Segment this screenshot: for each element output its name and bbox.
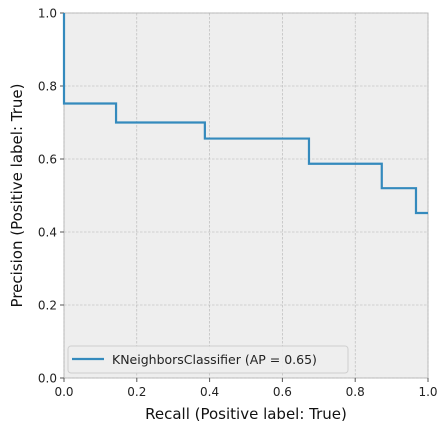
x-axis-label: Recall (Positive label: True) <box>145 405 347 423</box>
y-axis-label: Precision (Positive label: True) <box>8 84 26 308</box>
y-tick-label: 1.0 <box>38 7 57 21</box>
x-tick-label: 0.0 <box>54 385 73 399</box>
series-line-knn <box>62 13 428 215</box>
y-tick-label: 0.0 <box>38 372 57 386</box>
legend-box <box>67 345 349 374</box>
x-tick-label: 0.4 <box>200 385 219 399</box>
y-tick-label: 0.2 <box>38 299 57 313</box>
series-lines <box>62 13 428 215</box>
x-tick-label: 0.2 <box>127 385 146 399</box>
x-tick-label: 0.8 <box>346 385 365 399</box>
legend: KNeighborsClassifier (AP = 0.65) <box>67 345 349 374</box>
grid-lines <box>63 12 429 379</box>
axis-ticks: 0.0 0.2 0.4 0.6 0.8 1.0 0.0 0.2 0.4 0.6 0.8 1.0 <box>38 7 438 400</box>
y-tick-label: 0.8 <box>38 80 57 94</box>
legend-entry-label: KNeighborsClassifier (AP = 0.65) <box>112 352 317 367</box>
x-tick-label: 1.0 <box>418 385 437 399</box>
x-tick-label: 0.6 <box>273 385 292 399</box>
plot-background <box>63 12 429 379</box>
y-tick-label: 0.6 <box>38 153 57 167</box>
y-tick-label: 0.4 <box>38 226 57 240</box>
